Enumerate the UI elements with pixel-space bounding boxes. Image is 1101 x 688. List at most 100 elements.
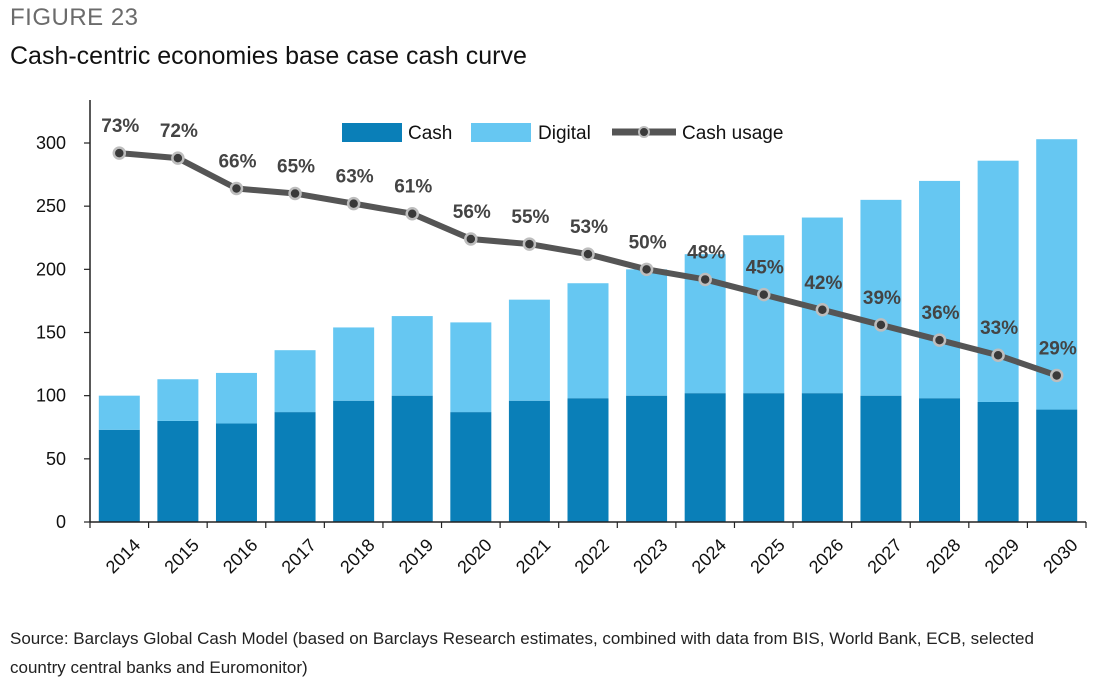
cash-usage-label-2018: 63% bbox=[336, 167, 374, 188]
x-tick-label-2015: 2015 bbox=[160, 535, 202, 577]
cash-usage-point-2014 bbox=[112, 146, 127, 160]
cash-usage-label-2014: 73% bbox=[101, 116, 139, 137]
cash-usage-label-2027: 39% bbox=[863, 288, 901, 309]
cash-usage-label-2019: 61% bbox=[394, 177, 432, 198]
bar-cash-2021 bbox=[508, 400, 550, 522]
chart-title: Cash-centric economies base case cash cu… bbox=[10, 42, 527, 70]
x-tick-label-2018: 2018 bbox=[336, 535, 378, 577]
bar-digital-2018 bbox=[333, 327, 375, 401]
bar-cash-2016 bbox=[215, 423, 257, 522]
legend-swatch-cash bbox=[342, 123, 402, 142]
bar-digital-2027 bbox=[860, 199, 902, 396]
bar-cash-2018 bbox=[333, 400, 375, 522]
y-tick-label-150: 150 bbox=[36, 323, 66, 343]
bar-digital-2025 bbox=[743, 235, 785, 394]
bar-cash-2022 bbox=[567, 398, 609, 522]
figure-label: FIGURE 23 bbox=[10, 4, 139, 31]
cash-usage-label-2023: 50% bbox=[629, 232, 667, 253]
bar-cash-2020 bbox=[450, 412, 492, 522]
cash-usage-point-2018 bbox=[346, 196, 361, 211]
cash-usage-point-2024 bbox=[698, 272, 712, 287]
y-tick-label-100: 100 bbox=[36, 386, 66, 406]
bar-cash-2023 bbox=[626, 395, 668, 522]
x-tick-label-2024: 2024 bbox=[688, 535, 730, 577]
legend-label-cash-usage: Cash usage bbox=[682, 123, 783, 144]
x-tick-label-2030: 2030 bbox=[1039, 535, 1081, 577]
x-tick-label-2021: 2021 bbox=[512, 535, 554, 577]
bar-digital-2019 bbox=[391, 316, 433, 396]
x-tick-label-2028: 2028 bbox=[922, 535, 964, 577]
bar-digital-2015 bbox=[157, 379, 199, 421]
legend-marker-cash-usage bbox=[638, 126, 650, 138]
bar-digital-2028 bbox=[919, 180, 961, 399]
x-tick-label-2020: 2020 bbox=[453, 535, 495, 577]
bar-cash-2014 bbox=[98, 429, 140, 522]
cash-usage-point-2027 bbox=[874, 318, 888, 332]
cash-usage-point-2019 bbox=[405, 206, 419, 221]
cash-usage-point-2020 bbox=[464, 232, 478, 246]
x-tick-label-2025: 2025 bbox=[746, 535, 788, 577]
x-tick-label-2029: 2029 bbox=[981, 535, 1023, 577]
cash-usage-label-2021: 55% bbox=[511, 207, 549, 228]
cash-usage-label-2015: 72% bbox=[160, 121, 198, 142]
cash-usage-label-2016: 66% bbox=[218, 151, 256, 172]
cash-usage-label-2025: 45% bbox=[746, 258, 784, 279]
cash-usage-label-2022: 53% bbox=[570, 217, 608, 238]
bar-cash-2029 bbox=[977, 401, 1019, 522]
legend-label-cash: Cash bbox=[408, 123, 452, 144]
source-note: Source: Barclays Global Cash Model (base… bbox=[10, 629, 1034, 677]
bar-digital-2017 bbox=[274, 350, 316, 413]
cash-usage-point-2016 bbox=[229, 181, 244, 196]
cash-usage-label-2028: 36% bbox=[922, 303, 960, 324]
bar-cash-2027 bbox=[860, 395, 902, 522]
bar-cash-2017 bbox=[274, 412, 316, 522]
cash-usage-point-2017 bbox=[288, 186, 302, 201]
y-tick-label-50: 50 bbox=[46, 449, 66, 469]
cash-usage-label-2020: 56% bbox=[453, 202, 491, 223]
bar-cash-2026 bbox=[801, 393, 843, 522]
cash-usage-label-2026: 42% bbox=[804, 273, 842, 294]
y-tick-label-300: 300 bbox=[36, 133, 66, 153]
x-tick-label-2026: 2026 bbox=[805, 535, 847, 577]
cash-usage-point-2026 bbox=[815, 303, 830, 317]
bar-cash-2030 bbox=[1036, 409, 1078, 522]
cash-usage-point-2023 bbox=[639, 262, 654, 277]
y-tick-label-250: 250 bbox=[36, 196, 66, 216]
bar-digital-2030 bbox=[1036, 139, 1078, 410]
x-tick-label-2022: 2022 bbox=[571, 535, 613, 577]
cash-usage-label-2024: 48% bbox=[687, 242, 725, 263]
bar-digital-2016 bbox=[215, 372, 257, 424]
bar-cash-2024 bbox=[684, 393, 726, 522]
y-tick-label-0: 0 bbox=[56, 512, 66, 532]
cash-usage-line-layer: 73% 72% 66% 65% 63% 61% 56% 55% 53% 50% 48% 45% 42% 3… bbox=[101, 116, 1077, 383]
cash-usage-point-2022 bbox=[581, 247, 595, 261]
x-tick-label-2016: 2016 bbox=[219, 535, 261, 577]
cash-usage-point-2029 bbox=[991, 348, 1005, 362]
cash-usage-label-2030: 29% bbox=[1039, 338, 1077, 359]
bar-cash-2015 bbox=[157, 420, 199, 522]
bar-digital-2022 bbox=[567, 283, 609, 399]
legend-swatch-digital bbox=[471, 123, 531, 142]
bar-digital-2020 bbox=[450, 322, 492, 413]
x-tick-label-2027: 2027 bbox=[863, 535, 905, 577]
bar-digital-2023 bbox=[626, 269, 668, 396]
bars-layer bbox=[98, 139, 1078, 522]
cash-usage-point-2015 bbox=[171, 151, 185, 165]
cash-usage-point-2021 bbox=[522, 237, 537, 251]
cash-usage-label-2029: 33% bbox=[980, 318, 1018, 339]
x-tick-label-2019: 2019 bbox=[395, 535, 437, 577]
y-tick-label-200: 200 bbox=[36, 259, 66, 279]
cash-usage-label-2017: 65% bbox=[277, 157, 315, 178]
bar-cash-2025 bbox=[743, 393, 785, 522]
bar-digital-2014 bbox=[98, 395, 140, 430]
x-tick-label-2017: 2017 bbox=[278, 535, 320, 577]
cash-usage-point-2025 bbox=[757, 287, 771, 302]
bar-cash-2028 bbox=[919, 398, 961, 522]
x-tick-label-2023: 2023 bbox=[629, 535, 671, 577]
legend-label-digital: Digital bbox=[538, 123, 591, 144]
chart: 0 50 100 150 200 250 300 2014 2015 2016 2017 2018 20… bbox=[36, 100, 1087, 577]
bar-cash-2019 bbox=[391, 395, 433, 522]
bar-digital-2029 bbox=[977, 160, 1019, 402]
x-tick-label-2014: 2014 bbox=[102, 535, 144, 577]
bar-digital-2021 bbox=[508, 299, 550, 401]
